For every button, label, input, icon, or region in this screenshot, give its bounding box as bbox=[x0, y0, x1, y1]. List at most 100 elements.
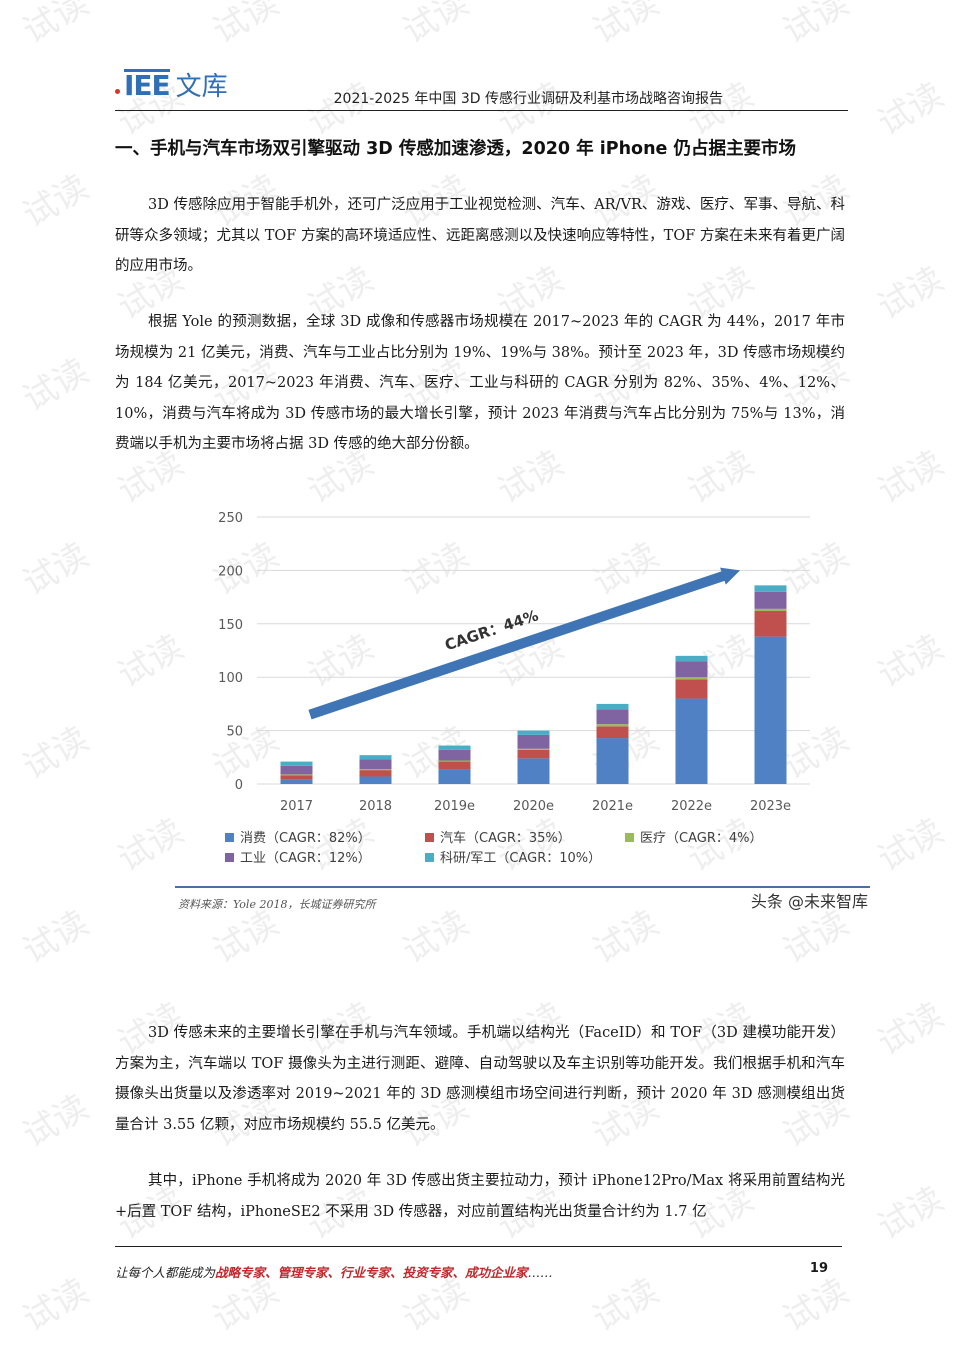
watermark-text: 试读 bbox=[586, 0, 666, 52]
bar-segment bbox=[675, 679, 708, 699]
bar-segment bbox=[596, 709, 629, 725]
watermark-text: 试读 bbox=[16, 903, 96, 972]
bar-segment bbox=[359, 755, 392, 760]
y-tick-label: 250 bbox=[218, 511, 243, 526]
bar-segment bbox=[754, 608, 787, 611]
x-tick-label: 2017 bbox=[280, 799, 313, 814]
market-size-chart: 0 50 100 150 200 250 CAGR：44% 2017 2018 2019e 2020… bbox=[175, 495, 875, 920]
bar-segment bbox=[596, 726, 629, 739]
bar-segment bbox=[754, 636, 787, 784]
legend-label: 工业（CAGR：12%） bbox=[240, 851, 371, 866]
watermark-text: 试读 bbox=[16, 167, 96, 236]
bar-segment bbox=[754, 585, 787, 592]
bar-segment bbox=[675, 698, 708, 784]
legend-label: 汽车（CAGR：35%） bbox=[440, 830, 571, 846]
logo: IEE 文库 bbox=[115, 66, 228, 102]
y-tick-label: 150 bbox=[218, 618, 243, 633]
watermark-text: 试读 bbox=[776, 0, 856, 52]
x-tick-label: 2021e bbox=[592, 799, 633, 814]
x-tick-label: 2020e bbox=[513, 799, 554, 814]
bar-segment bbox=[359, 759, 392, 770]
report-title: 2021-2025 年中国 3D 传感行业调研及利基市场战略咨询报告 bbox=[333, 91, 723, 107]
watermark-text: 试读 bbox=[871, 1179, 951, 1248]
bar-segment bbox=[517, 734, 550, 749]
bar-segment bbox=[596, 738, 629, 784]
watermark-text: 试读 bbox=[871, 75, 951, 144]
legend-swatch bbox=[425, 853, 434, 862]
y-tick-label: 0 bbox=[235, 778, 243, 793]
paragraph-2: 根据 Yole 的预测数据，全球 3D 成像和传感器市场规模在 2017~202… bbox=[115, 314, 845, 452]
legend-swatch bbox=[625, 833, 634, 842]
bar-segment bbox=[359, 769, 392, 771]
bar-segment bbox=[517, 748, 550, 750]
y-tick-label: 200 bbox=[218, 564, 243, 579]
watermark-text: 试读 bbox=[871, 811, 951, 880]
bar-segment bbox=[675, 677, 708, 680]
watermark-text: 试读 bbox=[871, 995, 951, 1064]
x-tick-label: 2023e bbox=[750, 799, 791, 814]
logo-text: 文库 bbox=[175, 71, 228, 102]
footer-highlight: 战略专家、管理专家、行业专家、投资专家、成功企业家 bbox=[215, 1265, 528, 1280]
watermark-text: 试读 bbox=[396, 0, 476, 52]
bar-segment bbox=[754, 591, 787, 609]
bar-segment bbox=[280, 779, 313, 784]
cagr-arrow-icon bbox=[308, 567, 740, 720]
watermark-text: 试读 bbox=[16, 1087, 96, 1156]
footer-prefix: 让每个人都能成为 bbox=[115, 1265, 216, 1280]
footer-slogan: 让每个人都能成为战略专家、管理专家、行业专家、投资专家、成功企业家…… bbox=[115, 1262, 553, 1281]
bar-segment bbox=[596, 703, 629, 710]
bar-segment bbox=[517, 749, 550, 759]
watermark-text: 试读 bbox=[871, 259, 951, 328]
bar-segment bbox=[675, 661, 708, 678]
section-title: 一、手机与汽车市场双引擎驱动 3D 传感加速渗透，2020 年 iPhone 仍… bbox=[115, 139, 797, 159]
watermark-text: 试读 bbox=[16, 1271, 96, 1340]
legend-label: 消费（CAGR：82%） bbox=[240, 831, 371, 846]
y-tick-label: 50 bbox=[226, 725, 243, 740]
logo-dot-icon bbox=[115, 88, 120, 94]
watermark-text: 试读 bbox=[206, 0, 286, 52]
watermark-text: 试读 bbox=[16, 0, 96, 52]
chart-source: 资料来源：Yole 2018，长城证券研究所 bbox=[178, 898, 377, 911]
bar-segment bbox=[438, 760, 471, 762]
watermark-text: 试读 bbox=[871, 443, 951, 512]
watermark-text: 试读 bbox=[871, 627, 951, 696]
x-tick-label: 2019e bbox=[434, 799, 475, 814]
legend-swatch bbox=[225, 833, 234, 842]
paragraph-3: 3D 传感未来的主要增长引擎在手机与汽车领域。手机端以结构光（FaceID）和 … bbox=[115, 1025, 845, 1133]
bar-segment bbox=[438, 749, 471, 761]
bar-segment bbox=[754, 610, 787, 637]
page-number: 19 bbox=[809, 1261, 828, 1276]
logo-mark: IEE bbox=[124, 68, 171, 102]
watermark-text: 试读 bbox=[16, 719, 96, 788]
bar-segment bbox=[280, 774, 313, 776]
bar-segment bbox=[280, 775, 313, 780]
bar-segment bbox=[438, 761, 471, 770]
paragraph-4: 其中，iPhone 手机将成为 2020 年 3D 传感出货主要拉动力，预计 i… bbox=[115, 1173, 845, 1220]
x-tick-label: 2022e bbox=[671, 799, 712, 814]
bar-segment bbox=[517, 758, 550, 784]
bar-segment bbox=[675, 655, 708, 662]
x-tick-label: 2018 bbox=[359, 799, 392, 814]
bar-segment bbox=[438, 769, 471, 784]
bar-segment bbox=[438, 745, 471, 750]
chart-credit: 头条 @未来智库 bbox=[751, 892, 868, 911]
watermark-text: 试读 bbox=[586, 1271, 666, 1340]
legend-label: 医疗（CAGR：4%） bbox=[640, 831, 762, 846]
bar-segment bbox=[359, 776, 392, 784]
paragraph-1: 3D 传感除应用于智能手机外，还可广泛应用于工业视觉检测、汽车、AR/VR、游戏… bbox=[115, 197, 845, 274]
bar-segment bbox=[280, 761, 313, 766]
y-tick-label: 100 bbox=[218, 671, 243, 686]
page-header: IEE 文库 2021-2025 年中国 3D 传感行业调研及利基市场战略咨询报… bbox=[115, 62, 848, 111]
bar-segment bbox=[596, 724, 629, 727]
footer-divider bbox=[115, 1246, 842, 1247]
bar-segment bbox=[359, 770, 392, 777]
watermark-text: 试读 bbox=[16, 351, 96, 420]
legend-swatch bbox=[425, 833, 434, 842]
bar-segment bbox=[517, 730, 550, 735]
watermark-text: 试读 bbox=[16, 535, 96, 604]
footer-suffix: …… bbox=[527, 1265, 553, 1280]
legend-label: 科研/军工（CAGR：10%） bbox=[440, 851, 601, 866]
legend-swatch bbox=[225, 853, 234, 862]
bar-segment bbox=[280, 765, 313, 775]
